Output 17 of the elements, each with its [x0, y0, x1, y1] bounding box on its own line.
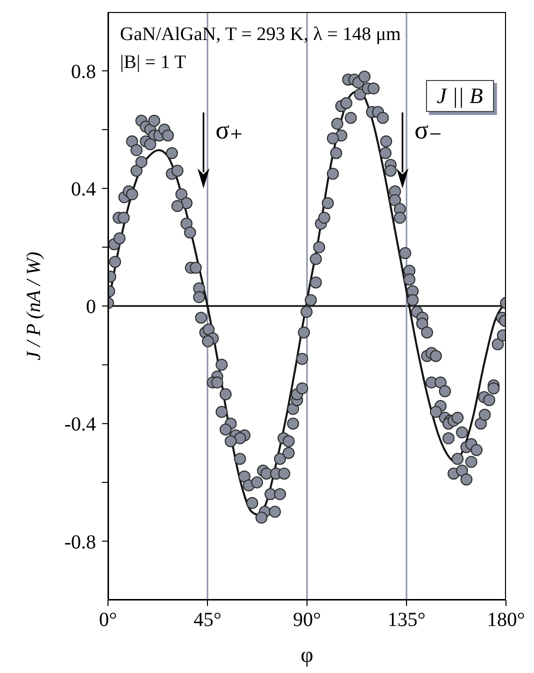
annotation: σ₊ [216, 115, 244, 144]
y-tick-label: 0.8 [71, 60, 96, 83]
y-axis-title: J / P (nA / W) [23, 251, 45, 360]
x-tick-label: 45° [194, 609, 222, 632]
y-tick-label: -0.4 [64, 414, 96, 436]
annotation: σ₋ [414, 115, 442, 144]
x-tick-label: 90° [293, 609, 321, 632]
text: |B| = 1 T [120, 52, 186, 73]
x-tick-label: 0° [99, 609, 117, 632]
y-tick-label: 0.4 [71, 178, 96, 200]
x-axis-title: φ [300, 642, 314, 667]
x-tick-label: 180° [487, 609, 525, 632]
y-tick-label: 0 [86, 296, 96, 318]
x-tick-label: 135° [388, 609, 426, 632]
annotation: J || B [426, 80, 494, 112]
y-tick-label: -0.8 [64, 531, 96, 554]
text: GaN/AlGaN, T = 293 K, λ = 148 μm [120, 24, 401, 45]
